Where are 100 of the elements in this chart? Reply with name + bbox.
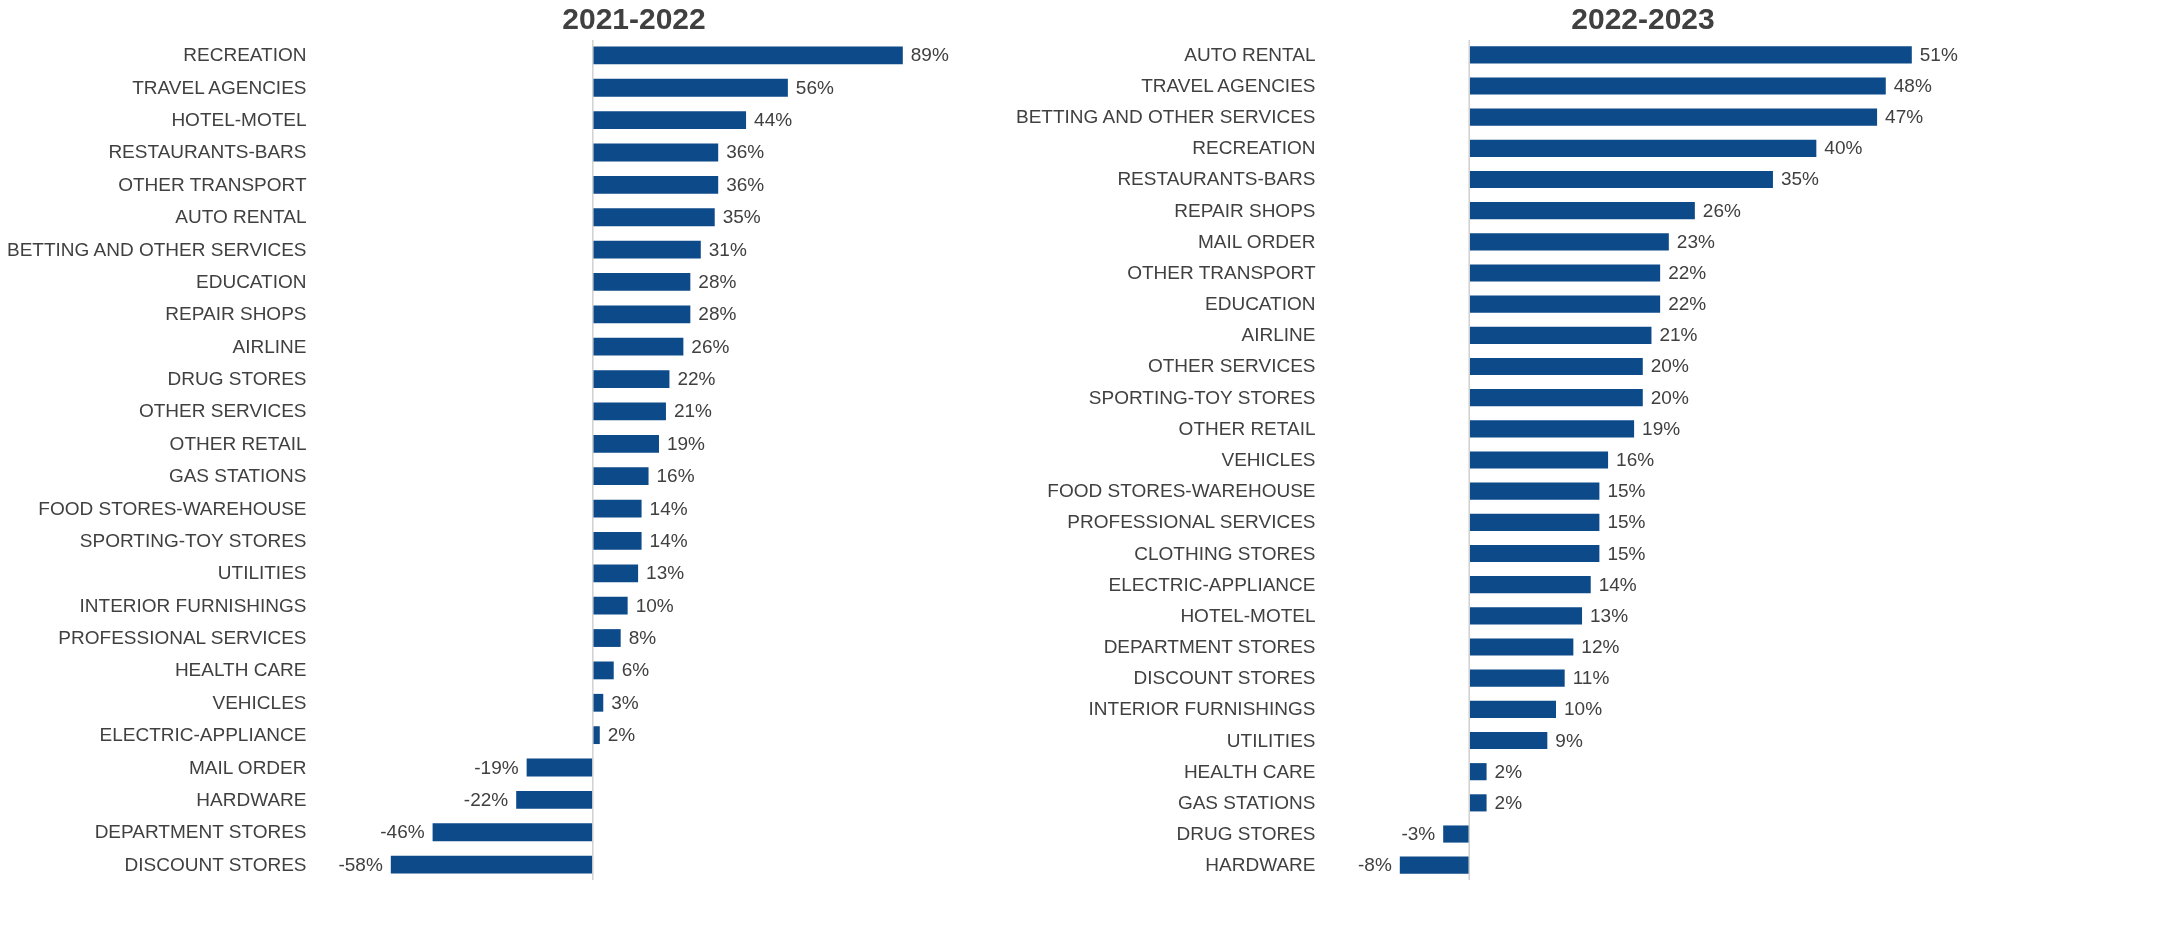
data-label: 16% <box>1616 449 1655 470</box>
bar <box>1469 576 1591 594</box>
bar <box>1469 77 1886 95</box>
y-tick-label: RESTAURANTS-BARS <box>1117 168 1316 190</box>
data-label: 22% <box>677 368 716 390</box>
bar <box>1469 544 1600 563</box>
data-label: 36% <box>726 173 765 195</box>
bar <box>1469 202 1695 220</box>
y-tick-label: OTHER RETAIL <box>169 432 307 454</box>
y-tick-label: REPAIR SHOPS <box>1174 199 1316 221</box>
data-label: 51% <box>1919 43 1958 65</box>
bar <box>526 758 593 777</box>
bar <box>592 564 639 583</box>
data-label: -19% <box>474 756 519 778</box>
bar <box>592 499 642 518</box>
y-tick-label: EDUCATION <box>1205 293 1316 315</box>
data-label: 40% <box>1824 137 1863 159</box>
bar <box>592 434 659 453</box>
data-label: 15% <box>1607 480 1646 502</box>
data-label: 28% <box>698 303 737 325</box>
chart-title: 2021-2022 <box>562 2 706 36</box>
bar <box>1469 420 1635 438</box>
data-label: -22% <box>463 788 509 810</box>
bar <box>1469 731 1548 750</box>
y-tick-label: HEALTH CARE <box>1183 760 1316 782</box>
y-tick-label: HARDWARE <box>1205 854 1316 876</box>
bar <box>592 661 614 680</box>
y-tick-label: DISCOUNT STORES <box>124 853 307 875</box>
bar <box>592 305 691 324</box>
bar <box>1469 763 1487 781</box>
bar <box>432 823 593 842</box>
data-label: 14% <box>649 529 688 551</box>
bar <box>592 78 788 97</box>
data-label: 31% <box>708 238 747 260</box>
bar <box>1469 669 1565 687</box>
bar <box>1469 794 1487 812</box>
y-tick-label: HOTEL-MOTEL <box>1180 604 1316 626</box>
data-label: 21% <box>1659 324 1698 346</box>
y-tick-label: VEHICLES <box>212 691 307 713</box>
bar <box>592 370 670 388</box>
bar <box>1399 856 1470 874</box>
bar <box>592 273 691 291</box>
y-tick-label: CLOTHING STORES <box>1134 542 1316 564</box>
y-tick-label: AUTO RENTAL <box>1184 43 1316 65</box>
bar <box>1469 638 1574 656</box>
y-tick-label: INTERIOR FURNISHINGS <box>79 594 307 616</box>
bar <box>1469 295 1661 313</box>
data-label: 3% <box>611 691 639 713</box>
data-label: 15% <box>1607 542 1646 564</box>
chart-title: 2022-2023 <box>1571 2 1715 36</box>
y-tick-label: OTHER TRANSPORT <box>118 173 307 195</box>
data-label: 8% <box>628 627 657 649</box>
data-label: 35% <box>722 206 761 228</box>
data-label: 10% <box>1564 698 1603 720</box>
bar <box>592 337 684 356</box>
y-tick-label: DEPARTMENT STORES <box>94 821 307 843</box>
y-tick-label: ELECTRIC-APPLIANCE <box>1108 573 1316 595</box>
bar <box>1443 825 1470 843</box>
bar <box>1469 700 1556 718</box>
data-label: 48% <box>1893 74 1932 96</box>
bar <box>592 208 715 227</box>
y-tick-label: GAS STATIONS <box>1177 791 1316 813</box>
data-label: 19% <box>1642 417 1681 439</box>
data-label: 10% <box>635 594 674 616</box>
data-label: 2% <box>1494 791 1523 813</box>
y-tick-label: RESTAURANTS-BARS <box>108 141 307 163</box>
bar <box>1469 46 1912 64</box>
y-tick-label: MAIL ORDER <box>188 756 307 778</box>
bar <box>592 46 903 65</box>
data-label: 2% <box>1494 760 1523 782</box>
y-tick-label: OTHER TRANSPORT <box>1127 261 1316 283</box>
data-label: 47% <box>1885 106 1924 128</box>
data-label: 21% <box>673 400 713 422</box>
y-tick-label: FOOD STORES-WAREHOUSE <box>1047 480 1316 502</box>
bar <box>1469 513 1600 531</box>
y-tick-label: PROFESSIONAL SERVICES <box>58 627 307 649</box>
y-tick-label: HEALTH CARE <box>174 659 307 681</box>
data-label: 89% <box>910 44 949 66</box>
data-label: 36% <box>726 141 765 163</box>
y-tick-label: AIRLINE <box>232 335 307 357</box>
y-tick-label: DISCOUNT STORES <box>1133 667 1316 689</box>
bar <box>592 402 666 421</box>
bar <box>1469 357 1643 376</box>
y-tick-label: UTILITIES <box>1226 729 1316 751</box>
bar <box>592 532 642 550</box>
bar <box>1469 139 1817 157</box>
y-tick-label: DRUG STORES <box>167 368 307 390</box>
y-tick-label: REPAIR SHOPS <box>165 303 307 325</box>
y-tick-label: SPORTING-TOY STORES <box>1088 386 1316 408</box>
data-label: 22% <box>1668 261 1707 283</box>
data-label: 23% <box>1676 230 1715 252</box>
y-tick-label: VEHICLES <box>1221 449 1316 470</box>
bar <box>592 629 621 647</box>
bar <box>1469 389 1643 407</box>
data-label: 2% <box>607 724 636 746</box>
y-tick-label: MAIL ORDER <box>1197 230 1316 252</box>
y-tick-label: HOTEL-MOTEL <box>171 109 307 131</box>
bar <box>1469 451 1609 469</box>
y-tick-label: DEPARTMENT STORES <box>1103 636 1316 658</box>
data-label: 26% <box>1702 199 1741 221</box>
